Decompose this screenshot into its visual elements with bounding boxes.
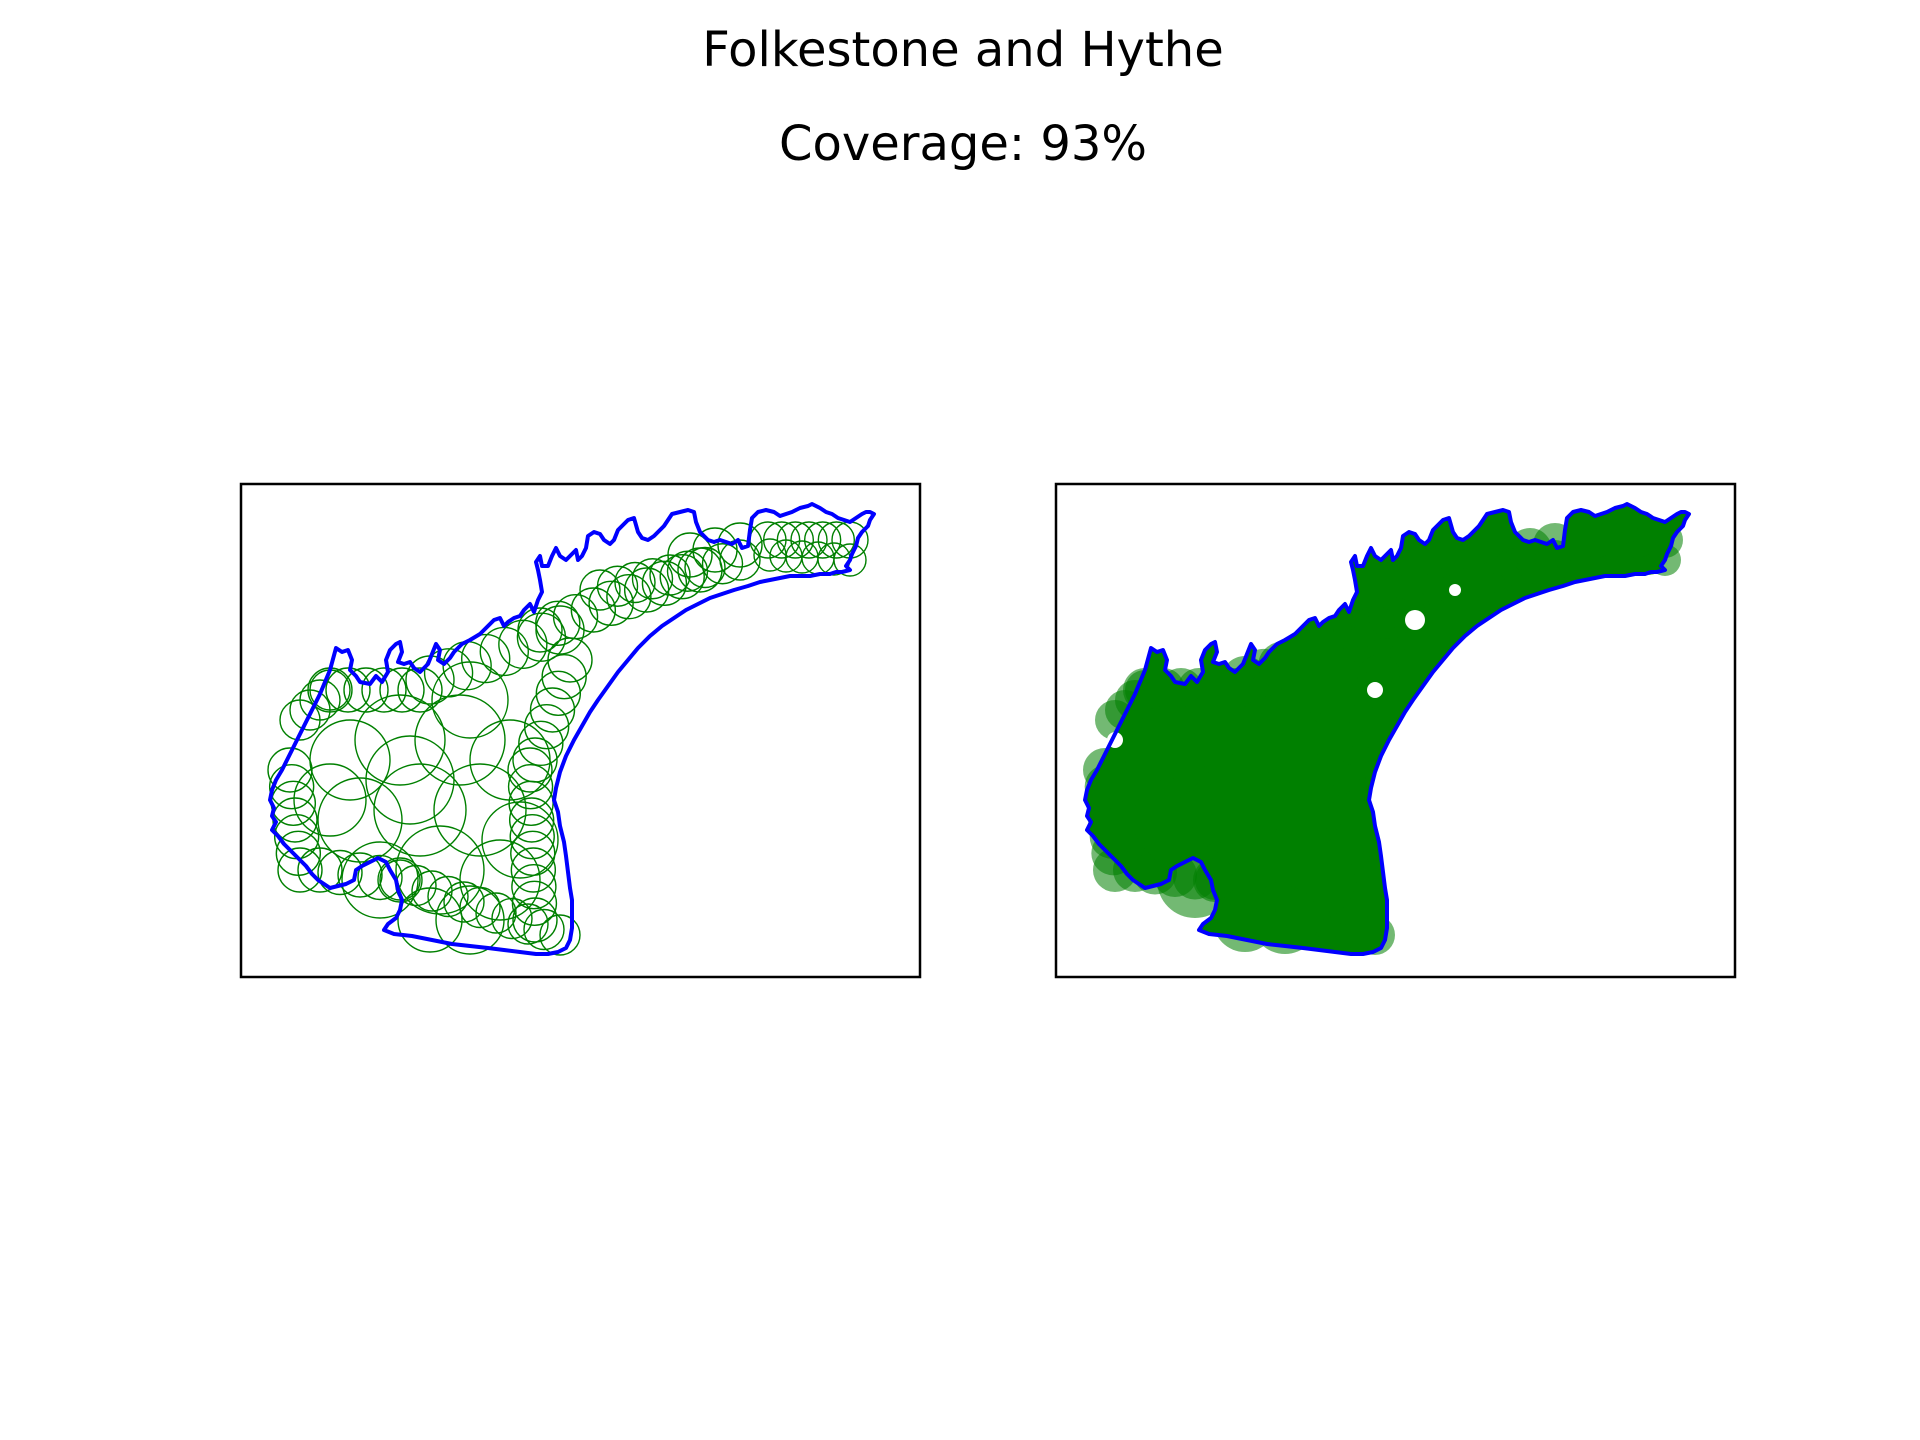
coverage-circle [510, 847, 557, 893]
map-title: Folkestone and Hythe [702, 22, 1223, 78]
coverage-circle [817, 521, 856, 559]
coverage-circle [491, 897, 533, 940]
coverage-circle [343, 667, 389, 713]
coverage-circle [357, 854, 403, 901]
coverage-circle [309, 719, 391, 801]
coverage-circle [337, 852, 383, 898]
coverage-circle [361, 667, 407, 713]
coverage-circle [498, 619, 548, 669]
coverage-circle [570, 587, 617, 633]
coverage-circle [833, 543, 867, 577]
coverage-circle-filled [1247, 662, 1323, 738]
coverage-circle [325, 667, 371, 713]
coverage-circle [631, 558, 674, 600]
map-panel-filled-circles [1083, 502, 1691, 956]
coverage-circle [541, 653, 587, 700]
coverage-circle [539, 914, 581, 956]
coverage-circle [641, 560, 688, 607]
coverage-circle [649, 554, 691, 596]
coverage-circle [443, 881, 485, 923]
coverage-circle [395, 825, 485, 915]
coverage-circle [431, 661, 509, 739]
coverage-circle [397, 887, 463, 953]
coverage-circle [511, 863, 557, 910]
coverage-circle [341, 841, 419, 919]
coverage-circle [507, 747, 553, 793]
coverage-circle [535, 670, 582, 717]
coverage-circle [588, 580, 634, 627]
coverage-circle [511, 880, 558, 927]
coverage-circle [516, 612, 567, 662]
coverage-circle [579, 569, 621, 611]
coverage-circle [552, 593, 599, 640]
coverage-circle [529, 687, 576, 733]
district-boundary [268, 502, 876, 956]
coverage-circle [596, 565, 639, 607]
coverage-circle [297, 847, 343, 893]
coverage-circle [803, 521, 842, 559]
district-boundary [1083, 502, 1691, 956]
coverage-circle [475, 892, 517, 934]
coverage-circle [481, 801, 559, 879]
coverage-circles-outline [267, 521, 869, 956]
coverage-circle [469, 719, 551, 801]
coverage-circle [512, 897, 558, 943]
coverage-fill [1083, 504, 1689, 955]
coverage-circle-filled [1181, 736, 1269, 824]
uncovered-gap [1367, 682, 1383, 698]
coverage-circle [701, 543, 744, 585]
coverage-circle [614, 561, 656, 604]
panel-frame-left [239, 482, 922, 979]
coverage-circle-filled [1109, 764, 1181, 836]
coverage-circle [523, 908, 565, 951]
coverage-circle [379, 667, 425, 713]
coverage-circle [523, 703, 570, 750]
coverage-label: Coverage: 93% [779, 116, 1147, 172]
map-panel-outline-circles [267, 502, 876, 956]
coverage-circle [461, 633, 511, 684]
coverage-circle [277, 847, 323, 893]
coverage-circle [317, 777, 403, 863]
coverage-circle [354, 694, 446, 786]
coverage-circle [427, 875, 469, 918]
coverage-circle [433, 763, 527, 857]
coverage-circle [508, 797, 555, 843]
coverage-circle [667, 532, 713, 578]
coverage-circle [517, 607, 563, 653]
uncovered-gap [1405, 610, 1425, 630]
uncovered-gap [1449, 584, 1461, 596]
coverage-circle [790, 521, 828, 559]
coverage-circle [512, 737, 558, 783]
coverage-circle [507, 903, 549, 945]
coverage-circle [293, 763, 367, 837]
coverage-circle [518, 720, 564, 767]
coverage-circle [507, 763, 554, 810]
coverage-circle [317, 849, 363, 896]
coverage-circle [535, 600, 581, 647]
coverage-circle [606, 573, 652, 620]
coverage-circle [365, 735, 455, 825]
coverage-circle [459, 839, 541, 921]
coverage-circle [659, 553, 705, 600]
coverage-circle [268, 763, 315, 810]
coverage-circle [267, 747, 313, 793]
coverage-circle [397, 667, 443, 713]
coverage-circle [684, 546, 726, 589]
coverage-circle [299, 679, 341, 721]
coverage-circle [509, 813, 555, 860]
coverage-circle [435, 885, 505, 955]
panel-frame-right [1054, 482, 1737, 979]
coverage-circle [414, 694, 506, 786]
coverage-circle [717, 522, 763, 568]
coverage-circle [373, 763, 467, 857]
coverage-circle [692, 527, 738, 573]
